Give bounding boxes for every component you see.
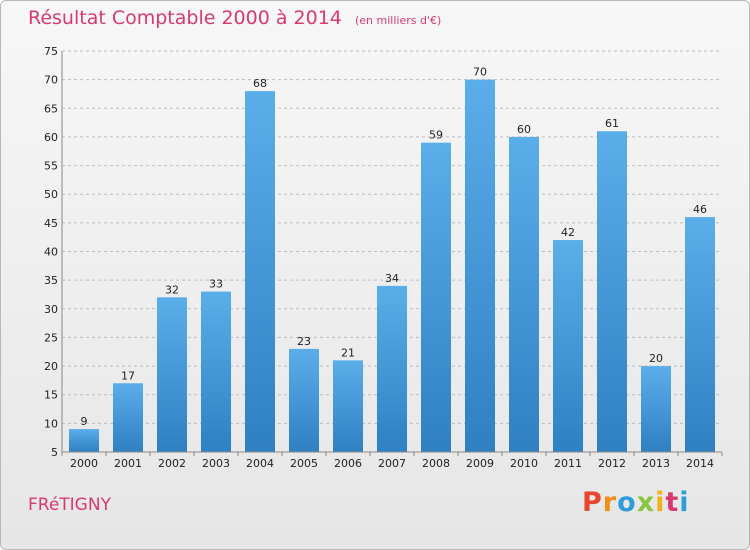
bar-2003	[201, 292, 231, 452]
bar-2009	[465, 80, 495, 452]
bar-2004	[245, 91, 275, 452]
chart-frame: Résultat Comptable 2000 à 2014 (en milli…	[0, 0, 750, 550]
y-tick-label: 60	[44, 131, 58, 144]
x-tick-label: 2003	[202, 457, 230, 470]
x-tick-label: 2005	[290, 457, 318, 470]
data-label-2009: 70	[473, 66, 487, 79]
x-tick-label: 2008	[422, 457, 450, 470]
x-tick-label: 2004	[246, 457, 274, 470]
x-tick-label: 2013	[642, 457, 670, 470]
bar-2005	[289, 349, 319, 452]
y-tick-label: 10	[44, 417, 58, 430]
location-name: FRéTIGNY	[28, 495, 111, 515]
bar-2012	[597, 131, 627, 452]
brand-letter: t	[665, 487, 679, 518]
bar-2008	[421, 143, 451, 452]
data-label-2000: 9	[81, 415, 88, 428]
x-tick-label: 2014	[686, 457, 714, 470]
x-tick-label: 2012	[598, 457, 626, 470]
x-tick-label: 2001	[114, 457, 142, 470]
bar-2002	[157, 297, 187, 452]
y-tick-label: 55	[44, 160, 58, 173]
y-tick-label: 40	[44, 246, 58, 259]
y-tick-label: 45	[44, 217, 58, 230]
bar-chart: 9 17 32 33 68 23 21 34 59 70 60 42 61 20 46 5 10 15 20 25 3…	[1, 1, 749, 549]
y-tick-label: 65	[44, 102, 58, 115]
data-label-2006: 21	[341, 346, 355, 359]
brand-letter: x	[637, 487, 655, 518]
x-tick-label: 2007	[378, 457, 406, 470]
y-tick-label: 25	[44, 331, 58, 344]
y-tick-label: 70	[44, 74, 58, 87]
data-label-2014: 46	[693, 203, 707, 216]
data-label-2002: 32	[165, 283, 179, 296]
data-label-2012: 61	[605, 117, 619, 130]
bar-2006	[333, 360, 363, 452]
y-tick-label: 20	[44, 360, 58, 373]
data-label-2007: 34	[385, 272, 399, 285]
bar-2001	[113, 383, 143, 452]
bar-2011	[553, 240, 583, 452]
bar-2010	[509, 137, 539, 452]
x-tick-label: 2009	[466, 457, 494, 470]
y-tick-label: 30	[44, 303, 58, 316]
brand-letter: i	[655, 487, 665, 518]
brand-letter: o	[617, 487, 637, 518]
bar-2014	[685, 217, 715, 452]
brand-letter: i	[679, 487, 689, 518]
bar-2007	[377, 286, 407, 452]
x-tick-label: 2011	[554, 457, 582, 470]
x-tick-label: 2010	[510, 457, 538, 470]
brand-logo: Proxiti	[582, 487, 690, 518]
x-tick-label: 2000	[70, 457, 98, 470]
data-label-2001: 17	[121, 369, 135, 382]
y-tick-label: 50	[44, 188, 58, 201]
data-label-2004: 68	[253, 77, 267, 90]
bar-2013	[641, 366, 671, 452]
brand-letter: P	[582, 487, 603, 518]
brand-letter: r	[603, 487, 617, 518]
data-label-2003: 33	[209, 278, 223, 291]
data-label-2013: 20	[649, 352, 663, 365]
x-tick-label: 2002	[158, 457, 186, 470]
data-label-2005: 23	[297, 335, 311, 348]
y-tick-label: 5	[51, 446, 58, 459]
bar-2000	[69, 429, 99, 452]
y-tick-label: 15	[44, 389, 58, 402]
data-label-2008: 59	[429, 129, 443, 142]
x-tick-label: 2006	[334, 457, 362, 470]
bars: 9 17 32 33 68 23 21 34 59 70 60 42 61 20 46	[69, 66, 715, 452]
y-tick-label: 35	[44, 274, 58, 287]
data-label-2010: 60	[517, 123, 531, 136]
y-tick-label: 75	[44, 45, 58, 58]
data-label-2011: 42	[561, 226, 575, 239]
